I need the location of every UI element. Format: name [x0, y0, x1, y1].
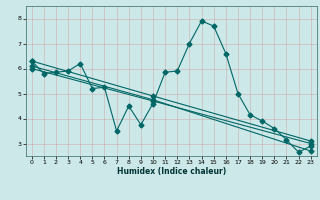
X-axis label: Humidex (Indice chaleur): Humidex (Indice chaleur) — [116, 167, 226, 176]
